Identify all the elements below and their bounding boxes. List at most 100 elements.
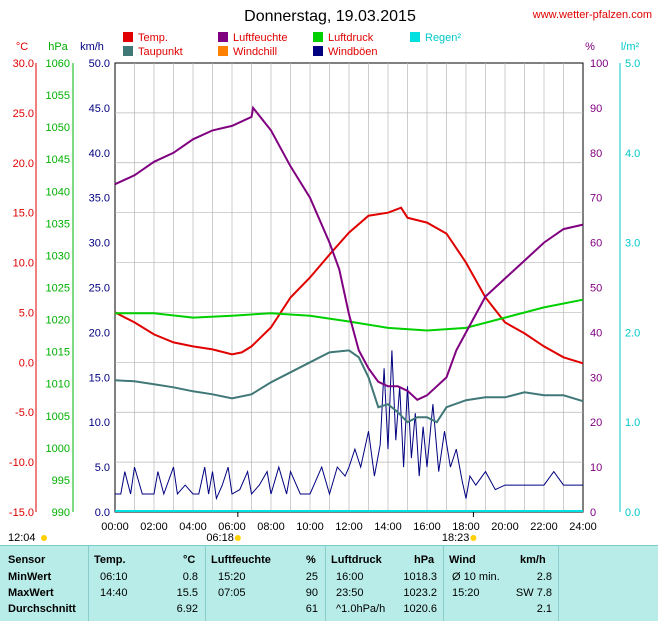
- table-cell: 15:20: [218, 571, 246, 583]
- tick-label-temp: -5.0: [15, 407, 34, 419]
- series-taupunkt: [114, 349, 584, 424]
- legend-label: Taupunkt: [138, 46, 183, 58]
- x-tick-label: 00:00: [101, 521, 129, 533]
- tick-label-temp: 0.0: [19, 357, 34, 369]
- col-divider: [325, 546, 326, 621]
- tick-label-rain: 0.0: [625, 507, 640, 519]
- tick-label-wind: 15.0: [89, 372, 110, 384]
- header-humidity: Luftfeuchte: [211, 554, 271, 566]
- col-divider: [205, 546, 206, 621]
- col-divider: [88, 546, 89, 621]
- sun-icon: [41, 535, 47, 541]
- tick-label-humidity: 0: [590, 507, 596, 519]
- axis-unit-label: °C: [16, 41, 28, 53]
- table-cell: 07:05: [218, 587, 246, 599]
- tick-label-humidity: 50: [590, 283, 602, 295]
- grid: [114, 62, 584, 513]
- axes: 30.0 25.0 20.0 15.0 10.0 5.0 0.0 -5.0 -10.0 -15.0…: [8, 41, 640, 544]
- tick-label-wind: 40.0: [89, 148, 110, 160]
- site-link[interactable]: www.wetter-pfalzen.com: [532, 9, 652, 21]
- table-cell: 2.1: [536, 603, 552, 615]
- legend-swatch: [218, 32, 228, 42]
- sun-time-label: 18:23: [442, 532, 470, 544]
- header-temp: Temp.: [94, 554, 126, 566]
- table-cell: 15.5: [176, 587, 198, 599]
- header-temp-unit: °C: [183, 554, 196, 566]
- tick-label-temp: 15.0: [13, 208, 34, 220]
- header-pressure-unit: hPa: [414, 554, 435, 566]
- tick-label-humidity: 60: [590, 238, 602, 250]
- tick-label-pressure: 1035: [46, 218, 70, 230]
- table-cell: Ø 10 min.: [452, 571, 500, 583]
- tick-label-wind: 0.0: [95, 507, 110, 519]
- axis-unit-label: hPa: [48, 41, 68, 53]
- tick-label-wind: 30.0: [89, 238, 110, 250]
- series-temp: [114, 206, 584, 365]
- tick-label-humidity: 70: [590, 193, 602, 205]
- tick-label-temp: 30.0: [13, 58, 34, 70]
- x-tick-label: 12:00: [335, 521, 363, 533]
- table-cell: ^1.0hPa/h: [336, 603, 386, 615]
- tick-label-rain: 4.0: [625, 148, 640, 160]
- tick-label-rain: 3.0: [625, 238, 640, 250]
- tick-label-humidity: 20: [590, 417, 602, 429]
- tick-label-humidity: 40: [590, 327, 602, 339]
- tick-label-wind: 5.0: [95, 462, 110, 474]
- header-wind: Wind: [449, 554, 476, 566]
- tick-label-wind: 45.0: [89, 103, 110, 115]
- table-cell: 0.8: [182, 571, 198, 583]
- table-cell: SW 7.8: [515, 587, 552, 599]
- table-cell: 06:10: [100, 571, 128, 583]
- tick-label-pressure: 1040: [46, 186, 70, 198]
- legend-swatch: [123, 32, 133, 42]
- sun-icon: [234, 535, 241, 541]
- tick-label-humidity: 100: [590, 58, 608, 70]
- x-tick-label: 24:00: [569, 521, 597, 533]
- tick-label-humidity: 80: [590, 148, 602, 160]
- axis-unit-label: km/h: [80, 41, 104, 53]
- col-divider: [443, 546, 444, 621]
- tick-label-pressure: 995: [52, 475, 70, 487]
- tick-label-rain: 1.0: [625, 417, 640, 429]
- tick-label-pressure: 1030: [46, 250, 70, 262]
- row-label: MinWert: [8, 571, 52, 583]
- table-cell: 1020.6: [403, 603, 437, 615]
- tick-label-humidity: 90: [590, 103, 602, 115]
- legend-swatch: [218, 46, 228, 56]
- table-cell: 23:50: [336, 587, 364, 599]
- sun-left-label: 12:04: [8, 532, 36, 544]
- tick-label-pressure: 990: [52, 507, 70, 519]
- table-cell: 1023.2: [403, 587, 437, 599]
- tick-label-temp: -10.0: [9, 457, 34, 469]
- legend-label: Temp.: [138, 32, 168, 44]
- legend-swatch: [123, 46, 133, 56]
- tick-label-wind: 50.0: [89, 58, 110, 70]
- table-cell: 61: [305, 603, 318, 615]
- tick-label-wind: 25.0: [89, 283, 110, 295]
- header-wind-unit: km/h: [520, 554, 546, 566]
- table-cell: 14:40: [100, 587, 128, 599]
- x-tick-label: 20:00: [491, 521, 519, 533]
- x-tick-label: 06:00: [218, 521, 246, 533]
- legend-label: Luftdruck: [328, 32, 374, 44]
- table-cell: 90: [305, 587, 318, 599]
- x-tick-label: 08:00: [257, 521, 285, 533]
- table-cell: 2.8: [536, 571, 552, 583]
- header-sensor: Sensor: [8, 554, 46, 566]
- x-tick-label: 22:00: [530, 521, 558, 533]
- x-tick-label: 04:00: [179, 521, 207, 533]
- header-humidity-unit: %: [306, 554, 316, 566]
- col-divider: [558, 546, 559, 621]
- tick-label-pressure: 1060: [46, 58, 70, 70]
- tick-label-pressure: 1005: [46, 411, 70, 423]
- table-cell: 1018.3: [403, 571, 437, 583]
- tick-label-pressure: 1045: [46, 154, 70, 166]
- tick-label-temp: 25.0: [13, 108, 34, 120]
- sun-time-label: 06:18: [206, 532, 234, 544]
- header-pressure: Luftdruck: [331, 554, 382, 566]
- legend-swatch: [410, 32, 420, 42]
- tick-label-temp: 20.0: [13, 158, 34, 170]
- row-label: Durchschnitt: [8, 603, 76, 615]
- tick-label-pressure: 1050: [46, 122, 70, 134]
- sun-icon: [470, 535, 477, 541]
